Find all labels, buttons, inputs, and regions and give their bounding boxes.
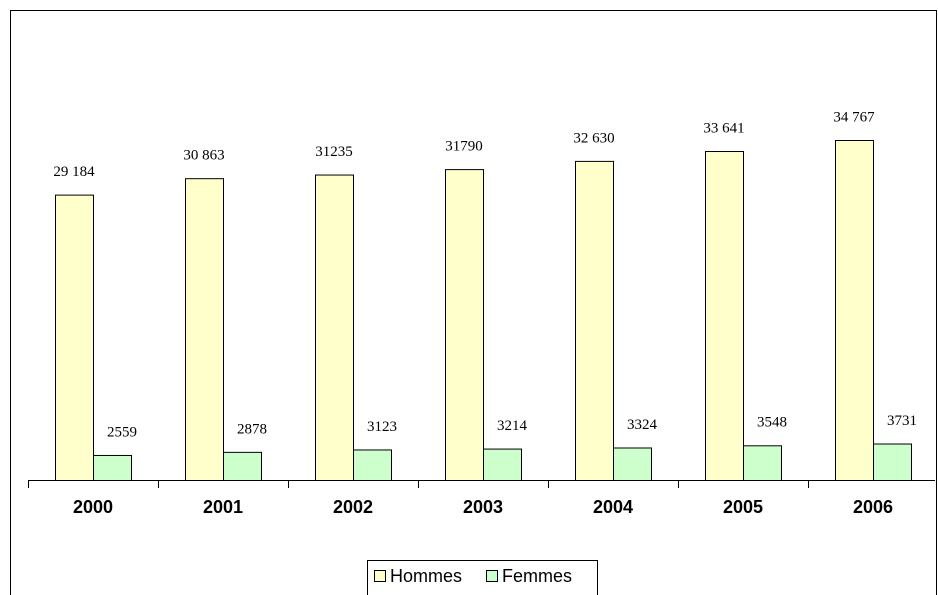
x-tick-label: 2004 — [593, 497, 633, 517]
bar — [55, 194, 94, 481]
legend-swatch — [374, 570, 386, 582]
x-tick-label: 2002 — [333, 497, 373, 517]
data-label: 3123 — [367, 419, 397, 435]
bar — [873, 443, 912, 481]
bar — [575, 160, 614, 481]
bar — [613, 447, 652, 482]
legend-swatch — [486, 570, 498, 582]
data-label: 31235 — [315, 144, 353, 160]
data-label: 30 863 — [183, 148, 224, 164]
bar — [185, 178, 224, 481]
data-label: 29 184 — [53, 164, 95, 180]
x-tick-label: 2000 — [73, 497, 113, 517]
data-label: 3731 — [887, 413, 917, 429]
data-label: 32 630 — [573, 130, 614, 146]
bar — [223, 451, 262, 481]
x-tick-label: 2006 — [853, 497, 893, 517]
data-label: 3324 — [627, 417, 658, 433]
x-tick-label: 2001 — [203, 497, 243, 517]
data-label: 3548 — [757, 415, 787, 431]
bar — [445, 169, 484, 481]
data-label: 2559 — [107, 424, 137, 440]
bar — [483, 448, 522, 481]
bar — [705, 151, 744, 481]
data-label: 33 641 — [703, 120, 744, 136]
bar — [835, 140, 874, 481]
bar — [93, 454, 132, 482]
bar — [353, 449, 392, 482]
data-label: 3214 — [497, 418, 528, 434]
legend — [367, 560, 598, 595]
legend-label: Hommes — [390, 566, 462, 586]
legend-label: Femmes — [502, 566, 572, 586]
bar — [743, 445, 782, 482]
x-tick-label: 2005 — [723, 497, 763, 517]
data-label: 31790 — [445, 139, 483, 155]
x-tick-label: 2003 — [463, 497, 503, 517]
data-label: 34 767 — [833, 109, 875, 125]
bar — [315, 174, 354, 481]
data-label: 2878 — [237, 421, 267, 437]
